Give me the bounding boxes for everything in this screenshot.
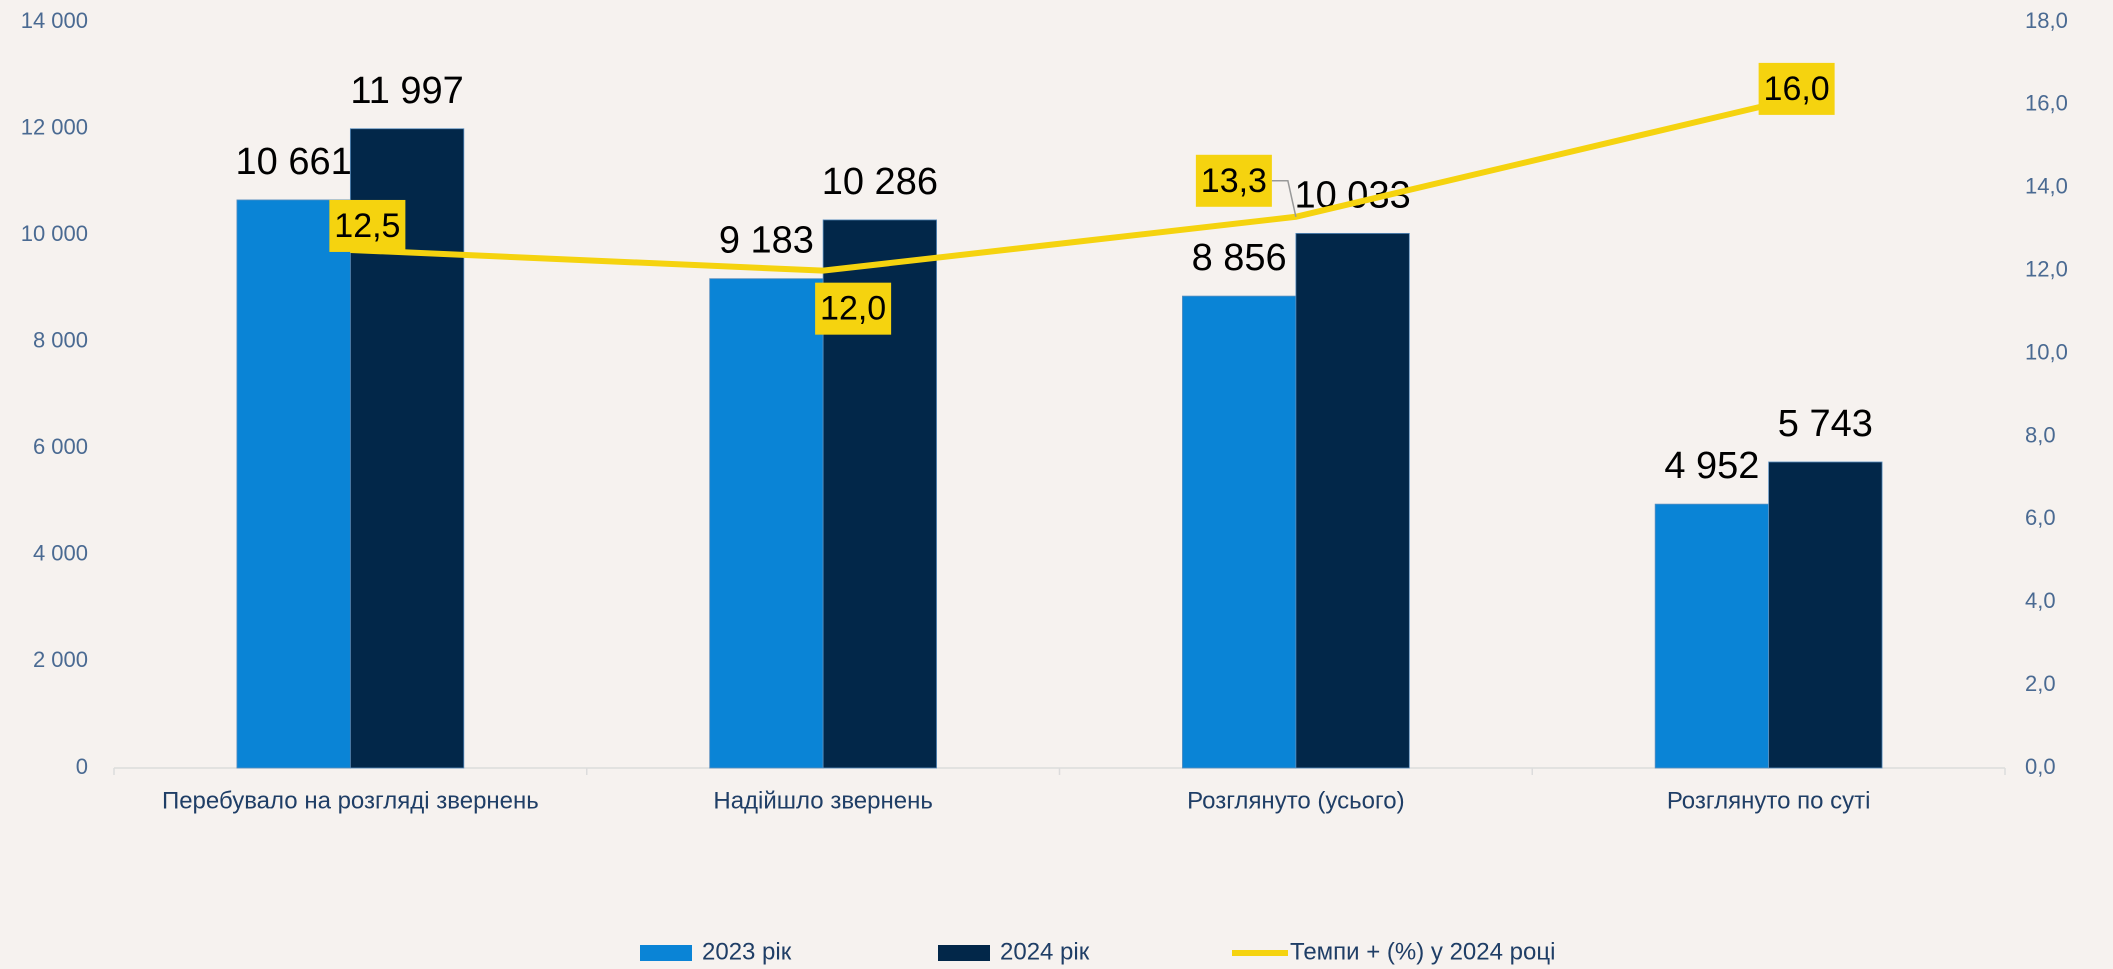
line-value-label: 13,3: [1201, 162, 1267, 200]
y-tick-label: 6 000: [33, 434, 88, 459]
y2-tick-label: 16,0: [2025, 91, 2068, 116]
y2-tick-label: 8,0: [2025, 422, 2056, 447]
y-tick-label: 2 000: [33, 647, 88, 672]
legend-label: 2024 рік: [1000, 938, 1090, 965]
leader-line: [1271, 180, 1297, 217]
bar: [1295, 232, 1410, 769]
legend-label: 2023 рік: [702, 938, 792, 965]
line-label-box: [1758, 62, 1835, 115]
y2-tick-label: 4,0: [2025, 588, 2056, 613]
y2-tick-label: 14,0: [2025, 174, 2068, 199]
bar-value-label: 4 952: [1664, 445, 1759, 487]
x-tick-label: Надійшло звернень: [713, 787, 933, 814]
line-label-box: [1195, 154, 1272, 207]
bar: [709, 278, 824, 769]
bar-value-label: 11 997: [350, 70, 463, 112]
bar: [236, 199, 351, 769]
x-tick-label: Перебувало на розгляді звернень: [162, 787, 539, 814]
y2-tick-label: 18,0: [2025, 8, 2068, 33]
line-value-label: 12,5: [334, 207, 400, 245]
bar-value-label: 10 286: [822, 161, 938, 203]
y2-tick-label: 0,0: [2025, 754, 2056, 779]
bar-value-label: 9 183: [719, 220, 814, 262]
y-tick-label: 0: [76, 754, 88, 779]
bar: [1768, 461, 1883, 769]
legend-swatch: [938, 945, 990, 961]
line-label-box: [815, 282, 892, 335]
y-tick-label: 10 000: [21, 221, 88, 246]
line-value-label: 12,0: [820, 290, 886, 328]
x-tick-label: Розглянуто (усього): [1187, 787, 1404, 814]
y2-tick-label: 12,0: [2025, 256, 2068, 281]
bar: [1654, 503, 1770, 769]
y2-tick-label: 10,0: [2025, 339, 2068, 364]
legend-swatch: [640, 945, 692, 961]
line: [350, 101, 1770, 274]
y2-tick-label: 6,0: [2025, 505, 2056, 530]
bar: [1182, 295, 1297, 769]
y-tick-label: 8 000: [33, 328, 88, 353]
bar-value-label: 5 743: [1778, 403, 1873, 445]
x-tick-label: Розглянуто по суті: [1667, 787, 1871, 814]
line-label-box: [329, 199, 406, 252]
y-tick-label: 4 000: [33, 541, 88, 566]
line-value-label: 16,0: [1764, 70, 1830, 108]
y-tick-label: 12 000: [21, 114, 88, 139]
y2-tick-label: 2,0: [2025, 671, 2056, 696]
legend-label: Темпи + (%) у 2024 році: [1290, 938, 1555, 965]
bar-value-label: 10 661: [236, 141, 352, 183]
bar-value-label: 8 856: [1192, 237, 1287, 279]
y-tick-label: 14 000: [21, 8, 88, 33]
